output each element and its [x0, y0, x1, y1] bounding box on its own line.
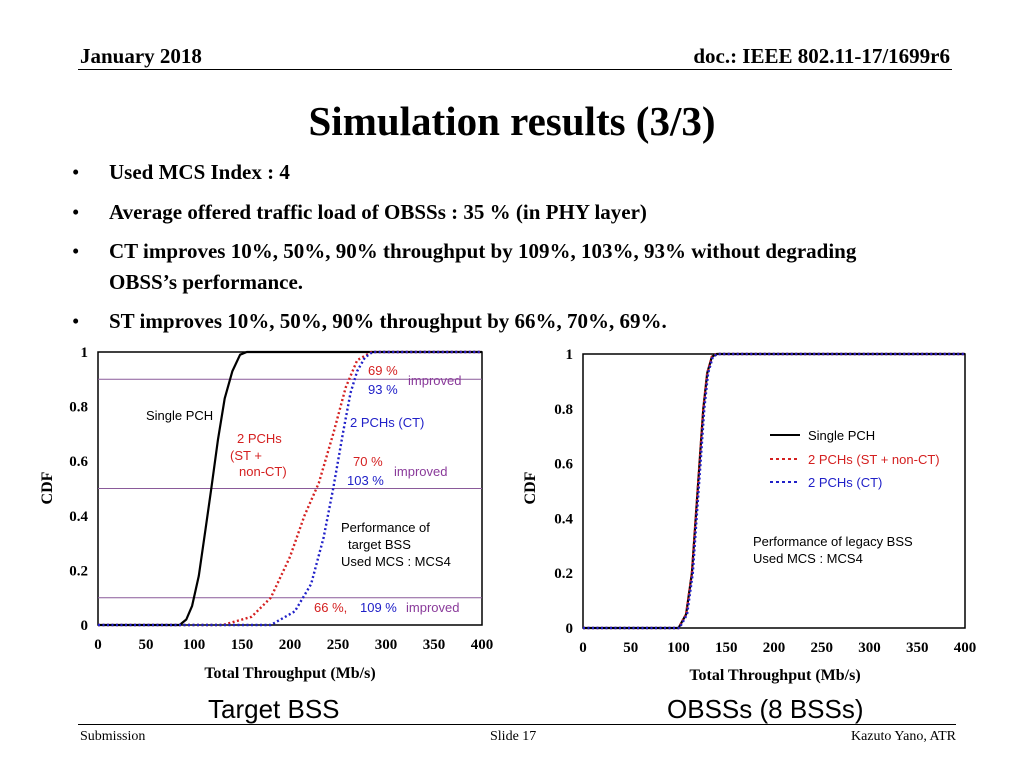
label-ct: 2 PCHs (CT): [350, 415, 424, 430]
y-tick-label: 0.2: [554, 566, 573, 582]
plot-frame: [582, 353, 966, 629]
label-single-pch: Single PCH: [146, 408, 213, 423]
header-rule: [78, 69, 952, 70]
y-tick-label: 0.6: [554, 457, 573, 473]
y-tick-label: 0.2: [69, 563, 88, 579]
annot-perf-2: target BSS: [348, 537, 411, 552]
footer-author: Kazuto Yano, ATR: [850, 729, 956, 744]
annot-50-ct: 103 %: [347, 473, 384, 488]
y-axis-label: CDF: [39, 471, 56, 504]
x-tick-label: 100: [667, 640, 690, 656]
x-tick-label: 0: [579, 640, 587, 656]
bullet-marker: •: [72, 239, 80, 263]
footer-slide-number: Slide 17: [490, 729, 537, 744]
annot-10-ct: 109 %: [360, 600, 397, 615]
x-tick-label: 100: [183, 637, 206, 653]
footer-submission: Submission: [80, 729, 146, 744]
y-tick-label: 0: [81, 618, 89, 634]
annot-10-improved: improved: [406, 600, 459, 615]
annot-perf-2: Used MCS : MCS4: [753, 551, 863, 566]
y-tick-label: 0.4: [554, 511, 573, 527]
bullet-text: Average offered traffic load of OBSSs : …: [109, 200, 647, 224]
x-axis-label: Total Throughput (Mb/s): [689, 667, 860, 684]
label-st-1: 2 PCHs: [237, 431, 282, 446]
y-axis-label: CDF: [522, 471, 539, 504]
x-tick-label: 250: [811, 640, 834, 656]
legend-label-st: 2 PCHs (ST + non-CT): [808, 452, 940, 467]
x-tick-label: 150: [715, 640, 738, 656]
bullet-text: CT improves 10%, 50%, 90% throughput by …: [109, 239, 857, 294]
footer-rule: [78, 724, 956, 725]
x-tick-label: 50: [139, 637, 154, 653]
x-tick-label: 400: [471, 637, 494, 653]
x-tick-label: 300: [858, 640, 881, 656]
annot-90-improved: improved: [408, 373, 461, 388]
annot-90-ct: 93 %: [368, 382, 398, 397]
annot-50-st: 70 %: [353, 454, 383, 469]
caption-target-bss: Target BSS: [208, 694, 340, 724]
legend-label-single: Single PCH: [808, 428, 875, 443]
caption-obss: OBSSs (8 BSSs): [667, 694, 864, 724]
header-doc-id: doc.: IEEE 802.11-17/1699r6: [693, 44, 950, 68]
annot-10-st: 66 %,: [314, 600, 347, 615]
obss-cdf-chart: 0 50 100 150 200 250 300 350 400 0 0.2 0.4 0.6 0.8 1 T…: [522, 347, 977, 684]
label-st-2: (ST +: [230, 448, 262, 463]
annot-90-st: 69 %: [368, 363, 398, 378]
series-line-single-pch: [98, 350, 482, 627]
series-line-2-pchs-st-non-ct: [583, 352, 965, 630]
x-tick-label: 200: [279, 637, 302, 653]
x-tick-label: 0: [94, 637, 102, 653]
header-date: January 2018: [80, 44, 202, 68]
annot-perf-1: Performance of legacy BSS: [753, 534, 913, 549]
y-tick-label: 0.4: [69, 509, 88, 525]
bullet-marker: •: [72, 309, 80, 333]
y-tick-label: 1: [81, 345, 89, 361]
x-axis-label: Total Throughput (Mb/s): [204, 665, 375, 682]
y-tick-label: 0.8: [69, 400, 88, 416]
label-st-3: non-CT): [239, 464, 287, 479]
x-tick-label: 300: [375, 637, 398, 653]
bullet-text: Used MCS Index : 4: [109, 160, 290, 184]
x-tick-label: 250: [327, 637, 350, 653]
x-tick-label: 400: [954, 640, 977, 656]
x-tick-label: 200: [763, 640, 786, 656]
annot-perf-3: Used MCS : MCS4: [341, 554, 451, 569]
series-line-2-pchs-st-non-ct: [98, 350, 482, 627]
target-bss-cdf-chart: 0 50 100 150 200 250 300 350 400 0 0.2 0.4 0.6 0.8 1 T…: [39, 345, 494, 682]
x-tick-label: 150: [231, 637, 254, 653]
y-tick-label: 0.8: [554, 402, 573, 418]
legend-label-ct: 2 PCHs (CT): [808, 475, 882, 490]
x-tick-label: 350: [906, 640, 929, 656]
annot-perf-1: Performance of: [341, 520, 430, 535]
bullet-marker: •: [72, 200, 80, 224]
series-line-single-pch: [583, 352, 965, 630]
bullet-text: ST improves 10%, 50%, 90% throughput by …: [109, 309, 667, 333]
y-tick-label: 1: [566, 347, 574, 363]
bullet-marker: •: [72, 160, 80, 184]
y-tick-label: 0: [566, 621, 574, 637]
series-line-2-pchs-ct: [583, 352, 965, 630]
annot-50-improved: improved: [394, 464, 447, 479]
slide-title: Simulation results (3/3): [308, 98, 716, 144]
x-tick-label: 350: [423, 637, 446, 653]
chart-legend: Single PCH 2 PCHs (ST + non-CT) 2 PCHs (…: [770, 428, 940, 490]
y-tick-label: 0.6: [69, 454, 88, 470]
x-tick-label: 50: [623, 640, 638, 656]
